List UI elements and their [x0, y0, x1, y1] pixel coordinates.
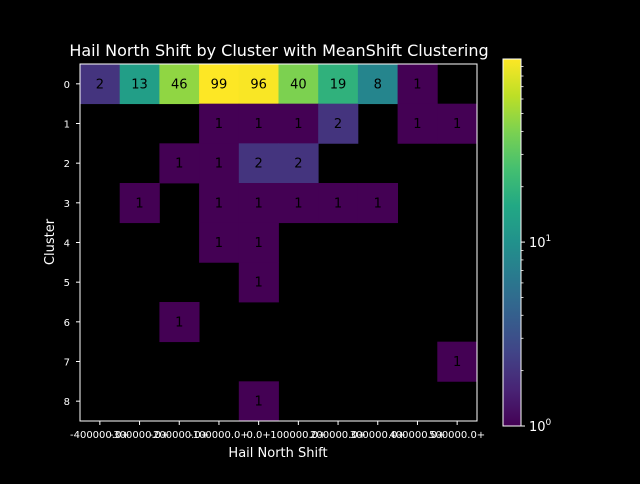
heatmap-cell [238, 183, 279, 224]
cell-value-label: 1 [215, 196, 223, 211]
cell-value-label: 1 [255, 276, 263, 291]
cell-value-label: 1 [453, 355, 461, 370]
heatmap-cell [318, 64, 359, 105]
cell-value-label: 2 [255, 157, 263, 172]
y-axis-ticks: 0 1 2 3 4 5 6 7 8 [64, 80, 80, 408]
x-tick-label: -200000.0+ [149, 430, 209, 441]
cell-value-label: 1 [255, 196, 263, 211]
heatmap-cell [238, 64, 279, 105]
cell-value-label: 1 [175, 157, 183, 172]
y-tick-label: 5 [64, 278, 70, 289]
heatmap-cell [238, 143, 279, 184]
colorbar: 100 101 [502, 58, 552, 435]
heatmap-cell [278, 103, 319, 144]
heatmap-cell [397, 103, 438, 144]
cell-value-label: 1 [294, 117, 302, 132]
heatmap-cell [238, 381, 279, 422]
cell-value-label: 2 [294, 157, 302, 172]
heatmap-cell [278, 183, 319, 224]
cell-value-label: 1 [255, 395, 263, 410]
x-tick-label: -300000.0+ [110, 430, 170, 441]
y-tick-label: 0 [64, 80, 70, 91]
heatmap-cells [80, 64, 478, 422]
plot-area: 2 13 46 99 96 40 19 8 1 1 1 1 2 1 1 1 1 2 2 1 1 1 1 1 1 1 1 1 1 1 1 [79, 63, 478, 422]
heatmap-cell [238, 103, 279, 144]
y-tick-label: 6 [64, 318, 70, 329]
cell-value-label: 1 [255, 117, 263, 132]
heatmap-cell [437, 103, 478, 144]
cell-value-label: 1 [294, 196, 302, 211]
heatmap-cell [159, 143, 200, 184]
heatmap-cell [278, 64, 319, 105]
x-tick-label: 200000.0+ [310, 430, 366, 441]
cell-value-label: 1 [135, 196, 143, 211]
x-tick-label: -100000.0+ [189, 430, 249, 441]
x-tick-label: 500000.0+ [429, 430, 485, 441]
heatmap-cell [199, 143, 240, 184]
heatmap-cell [397, 64, 438, 105]
cell-value-label: 96 [250, 77, 267, 92]
heatmap-cell [159, 64, 200, 105]
cell-value-label: 1 [255, 236, 263, 251]
cell-value-label: 1 [413, 77, 421, 92]
heatmap-cell [80, 64, 121, 105]
heatmap-cell-labels: 2 13 46 99 96 40 19 8 1 1 1 1 2 1 1 1 1 2 2 1 1 1 1 1 1 1 1 1 1 1 1 [96, 77, 462, 409]
cell-value-label: 2 [334, 117, 342, 132]
heatmap-cell [278, 143, 319, 184]
x-axis-ticks: -400000.0+-300000.0+-200000.0+-100000.0+… [70, 421, 485, 441]
heatmap-cell [199, 183, 240, 224]
colorbar-tick-label: 101 [529, 234, 551, 251]
cell-value-label: 46 [171, 77, 188, 92]
x-tick-label: -400000.0+ [70, 430, 130, 441]
colorbar-fill [503, 59, 521, 426]
cell-value-label: 40 [290, 77, 307, 92]
cell-value-label: 1 [215, 236, 223, 251]
cell-value-label: 1 [453, 117, 461, 132]
x-tick-label: 300000.0+ [350, 430, 406, 441]
y-tick-label: 2 [64, 159, 70, 170]
cell-value-label: 99 [211, 77, 228, 92]
heatmap-cell [238, 262, 279, 303]
cell-value-label: 1 [215, 117, 223, 132]
cell-value-label: 1 [334, 196, 342, 211]
heatmap-cell [119, 183, 160, 224]
y-tick-label: 7 [64, 358, 70, 369]
heatmap-cell [318, 103, 359, 144]
cell-value-label: 1 [413, 117, 421, 132]
heatmap-cell [318, 183, 359, 224]
heatmap-cell [159, 302, 200, 343]
heatmap-cell [437, 341, 478, 382]
cell-value-label: 2 [96, 77, 104, 92]
x-tick-label: 400000.0+ [389, 430, 445, 441]
y-axis-label: Cluster [43, 218, 58, 265]
heatmap-cell [238, 222, 279, 263]
heatmap-cell [199, 64, 240, 105]
cell-value-label: 8 [374, 77, 382, 92]
x-tick-label: 0.0+ [247, 430, 271, 441]
cell-value-label: 19 [330, 77, 347, 92]
cell-value-label: 1 [175, 315, 183, 330]
colorbar-tick-label: 100 [529, 418, 552, 435]
x-axis-label: Hail North Shift [228, 446, 327, 461]
x-tick-label: 100000.0+ [270, 430, 326, 441]
y-tick-label: 4 [64, 239, 70, 250]
cell-value-label: 13 [131, 77, 148, 92]
heatmap-cell [199, 222, 240, 263]
cell-value-label: 1 [215, 157, 223, 172]
y-tick-label: 8 [64, 397, 70, 408]
y-tick-label: 1 [64, 120, 70, 131]
heatmap-cell [119, 64, 160, 105]
colorbar-ticks: 100 101 [521, 66, 552, 435]
chart-title: Hail North Shift by Cluster with MeanShi… [69, 41, 488, 60]
heatmap-cell [357, 64, 398, 105]
heatmap-cell [199, 103, 240, 144]
cell-value-label: 1 [374, 196, 382, 211]
y-tick-label: 3 [64, 199, 70, 210]
heatmap-cell [357, 183, 398, 224]
